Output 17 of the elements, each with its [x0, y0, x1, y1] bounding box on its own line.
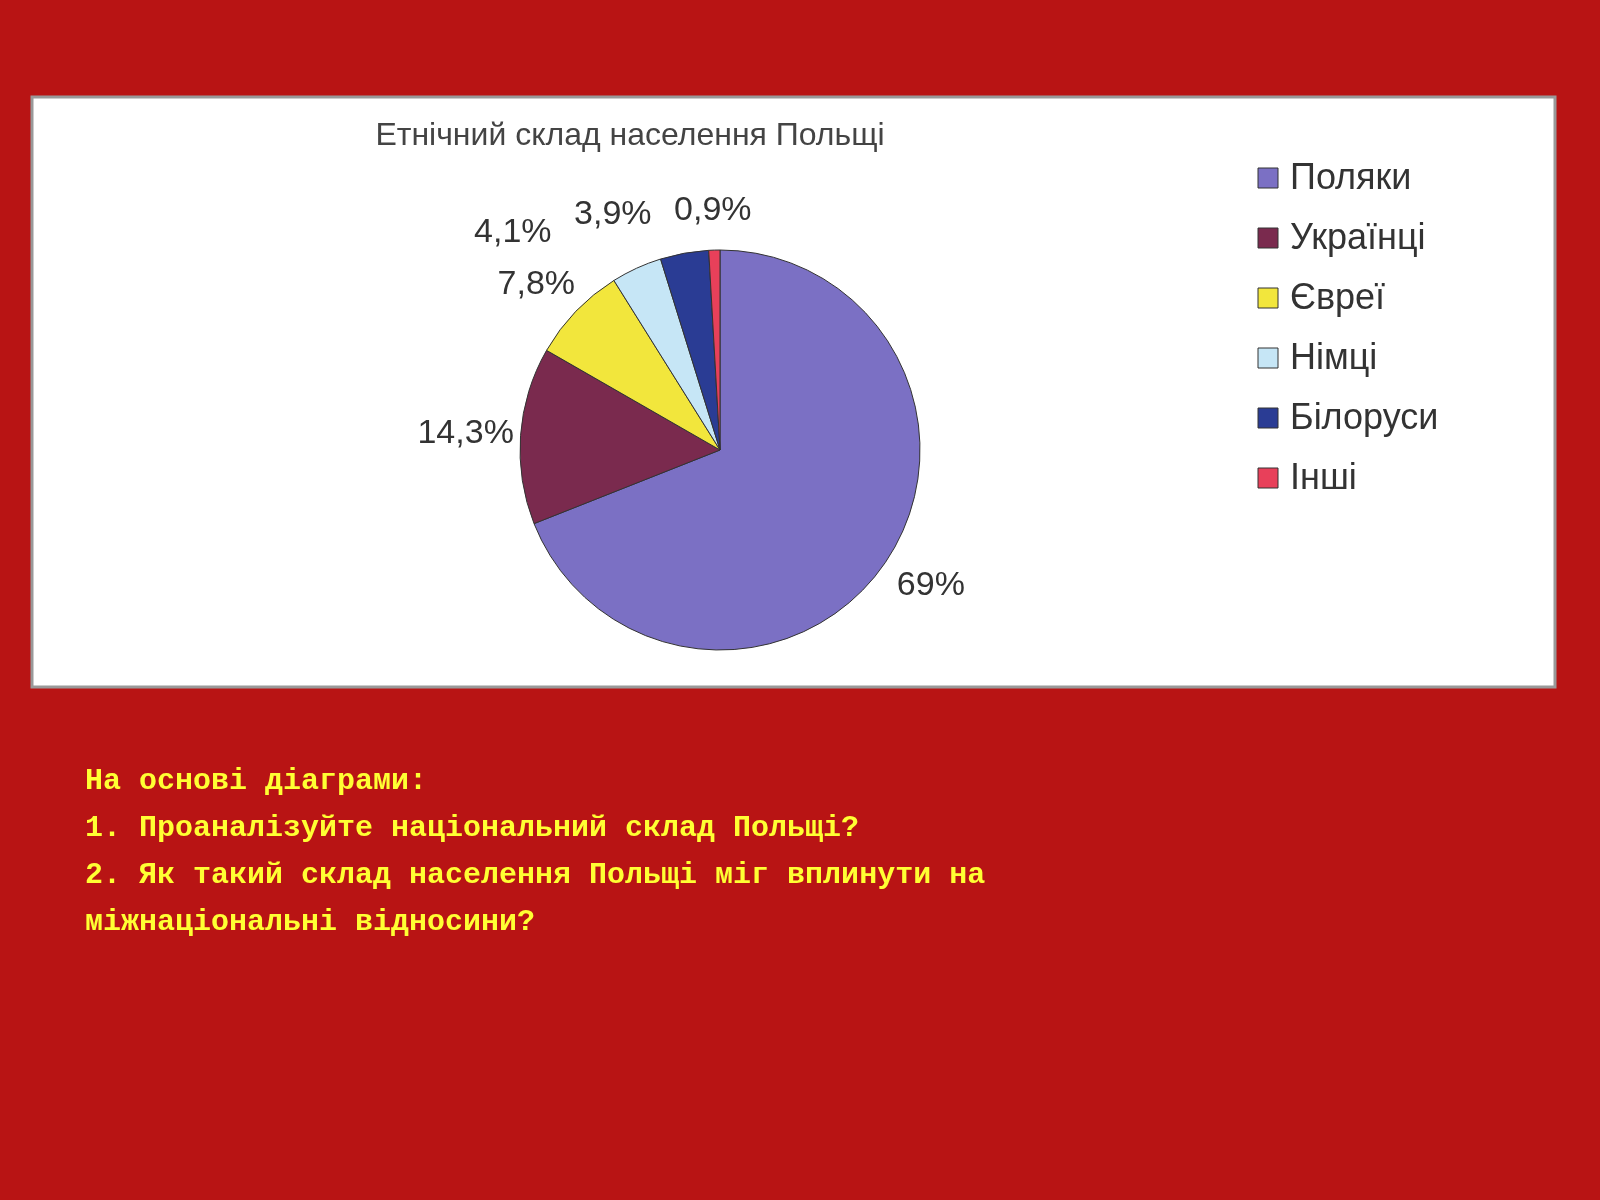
text: 2. Як такий склад населення Польщі міг вплинути на: [85, 858, 986, 892]
legend-label: Білоруси: [1290, 396, 1439, 437]
legend-label: Євреї: [1290, 276, 1386, 317]
legend-label: Інші: [1290, 456, 1357, 497]
legend-label: Українці: [1290, 216, 1426, 257]
data-label: 3,9%: [574, 192, 652, 231]
data-label: 7,8%: [497, 262, 576, 301]
text: На основі діаграми:: [85, 764, 428, 798]
data-label: 4,1%: [474, 210, 552, 249]
legend-label: Поляки: [1290, 156, 1412, 197]
data-label: 0,9%: [674, 189, 752, 228]
data-label: 14,3%: [417, 411, 514, 450]
legend-label: Німці: [1290, 336, 1378, 377]
text: 1. Проаналізуйте національний склад Польщі?: [85, 811, 860, 845]
chart-title: Етнічний склад населення Польщі: [375, 116, 885, 152]
text: міжнаціональні відносини?: [85, 905, 536, 939]
data-label: 69%: [896, 563, 965, 602]
